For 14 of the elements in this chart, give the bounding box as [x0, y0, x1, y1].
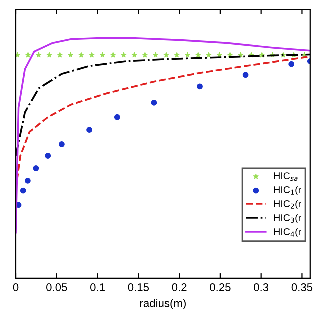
x-tick-label: 0.35 — [292, 284, 313, 292]
x-tick-label: 0.3 — [254, 284, 269, 292]
x-tick-label: 0.15 — [128, 284, 150, 292]
x-tick-label: 0.05 — [46, 284, 68, 292]
legend-label: HIC$_{3}$(r — [274, 214, 302, 224]
legend-label: HIC$_{2}$(r — [274, 200, 302, 210]
x-tick-label: 0.1 — [90, 284, 105, 292]
x-tick-label: 0 — [13, 284, 19, 292]
x-tick-label: 0.25 — [210, 284, 231, 292]
legend-label: HIC$_{4}$(r — [274, 228, 302, 238]
x-axis-title: radius(m) — [140, 299, 186, 310]
x-tick-label: 0.2 — [172, 284, 187, 292]
legend-label: HIC$_{sa}$ — [274, 172, 298, 182]
legend-label: HIC$_{1}$(r — [274, 186, 302, 196]
